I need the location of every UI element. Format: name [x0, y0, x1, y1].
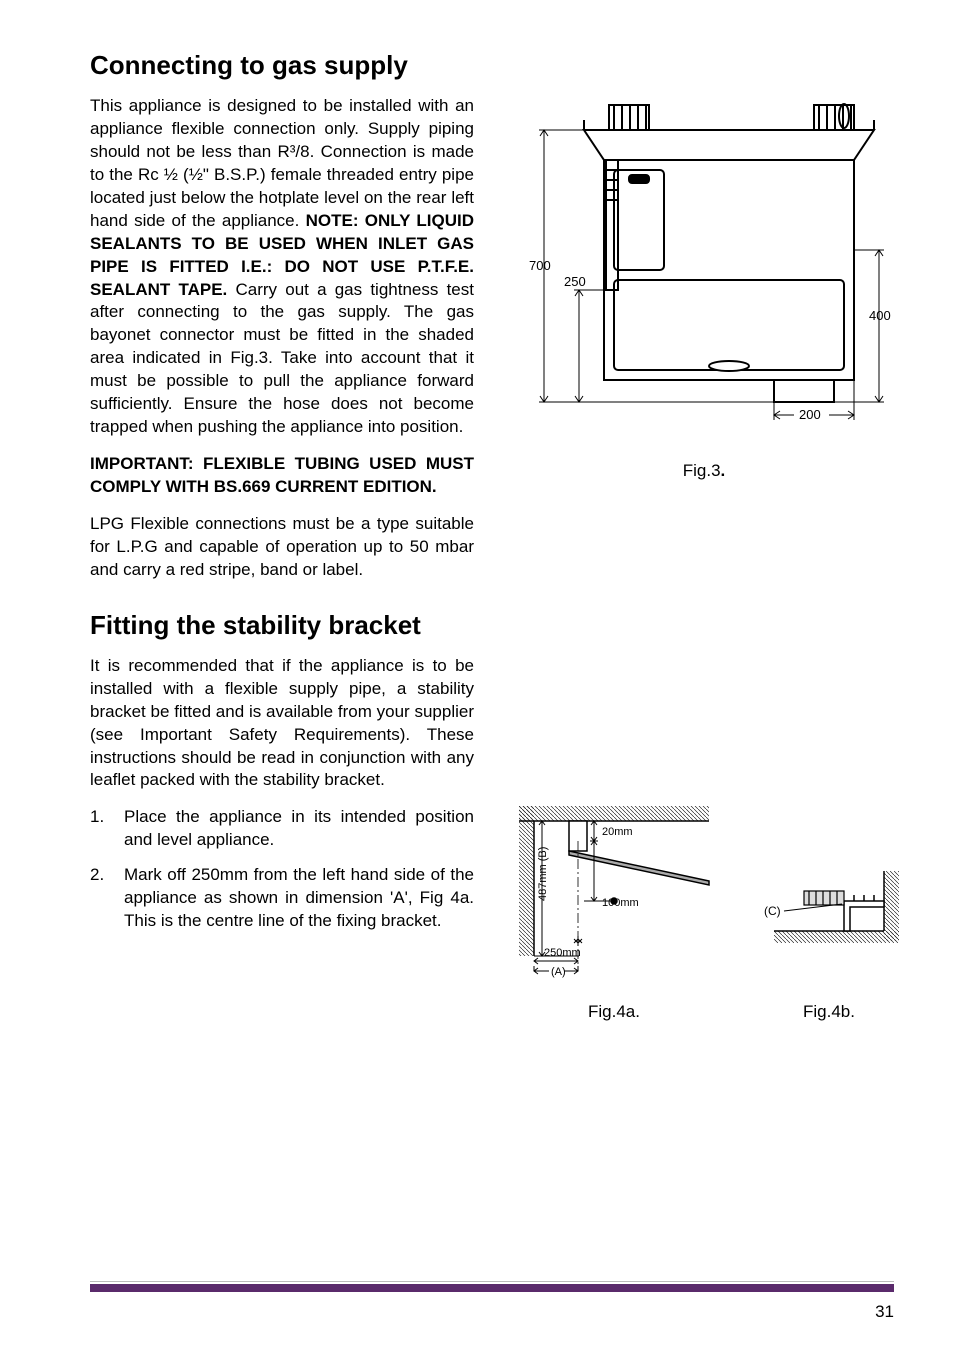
fig4a-dim-487: 487mm (B) [537, 847, 549, 901]
step-text-1: Place the appliance in its intended posi… [124, 806, 474, 852]
fig4-wrapper: 20mm 100mm [514, 801, 894, 1022]
step-text-2: Mark off 250mm from the left hand side o… [124, 864, 474, 933]
steps-list: 1. Place the appliance in its intended p… [90, 806, 474, 933]
para-gas-2: IMPORTANT: FLEXIBLE TUBING USED MUST COM… [90, 453, 474, 499]
fig3-dim-250: 250 [564, 274, 586, 289]
footer-divider-top [90, 1281, 894, 1282]
fig4b-caption: Fig.4b. [754, 1002, 904, 1022]
fig3-caption: Fig.3. [514, 461, 894, 481]
step-num-1: 1. [90, 806, 124, 852]
right-column: 700 250 [514, 50, 894, 1022]
list-item: 2. Mark off 250mm from the left hand sid… [90, 864, 474, 933]
fig3-wrapper: 700 250 [514, 70, 894, 481]
fig3-caption-a: Fig.3 [683, 461, 721, 480]
para-gas-1b: Carry out a gas tightness test after con… [90, 280, 474, 437]
fig4b-label-C: (C) [764, 904, 781, 918]
fig4a-label-A: (A) [551, 966, 566, 978]
fig3-dim-700: 700 [529, 258, 551, 273]
page-number: 31 [875, 1302, 894, 1322]
para-gas-3: LPG Flexible connections must be a type … [90, 513, 474, 582]
fig4a-dim-100: 100mm [602, 897, 639, 909]
fig4b-diagram: (C) [754, 871, 904, 991]
fig3-dim-200: 200 [799, 407, 821, 422]
para-gas-1a: This appliance is designed to be install… [90, 96, 474, 230]
fig3-dim-400: 400 [869, 308, 891, 323]
fig4a-caption: Fig.4a. [514, 1002, 714, 1022]
fig4a-dim-250: 250mm [544, 947, 581, 959]
page: Connecting to gas supply This appliance … [0, 0, 954, 1352]
section-title-bracket: Fitting the stability bracket [90, 610, 474, 641]
para-gas-1: This appliance is designed to be install… [90, 95, 474, 439]
fig4a-diagram: 20mm 100mm [514, 801, 714, 991]
section-title-gas: Connecting to gas supply [90, 50, 474, 81]
content-columns: Connecting to gas supply This appliance … [90, 50, 894, 1022]
left-column: Connecting to gas supply This appliance … [90, 50, 474, 1022]
fig4a-dim-20: 20mm [602, 826, 633, 838]
fig4b-block: (C) Fig.4b. [754, 871, 904, 1022]
para-bracket-1: It is recommended that if the appliance … [90, 655, 474, 793]
step-num-2: 2. [90, 864, 124, 933]
footer-bar [90, 1284, 894, 1292]
list-item: 1. Place the appliance in its intended p… [90, 806, 474, 852]
fig4a-block: 20mm 100mm [514, 801, 714, 1022]
fig3-caption-b: . [721, 461, 726, 480]
fig3-diagram: 700 250 [514, 70, 894, 450]
